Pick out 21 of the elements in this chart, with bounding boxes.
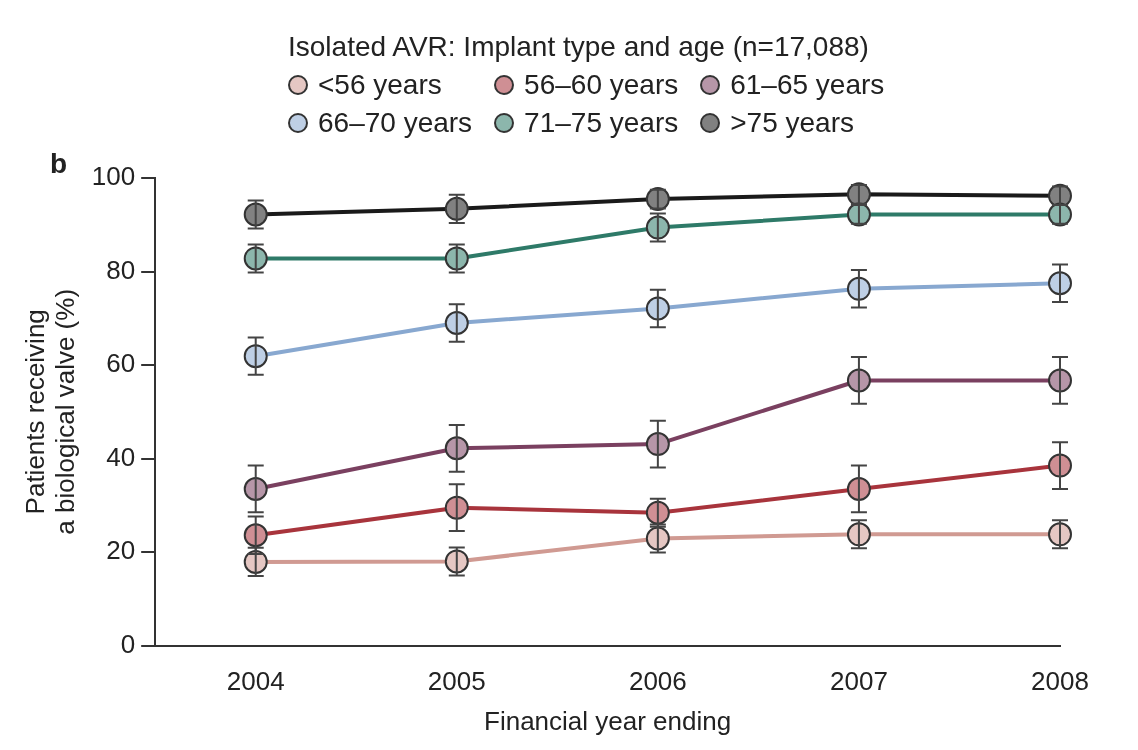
- legend-label: >75 years: [730, 106, 854, 140]
- legend-title: Isolated AVR: Implant type and age (n=17,088): [288, 30, 870, 64]
- x-tick-label: 2008: [1031, 666, 1089, 697]
- x-tick-label: 2007: [830, 666, 888, 697]
- y-tick-label: 0: [120, 628, 136, 659]
- x-tick-label: 2004: [226, 666, 285, 697]
- x-axis-title: Financial year ending: [484, 705, 732, 736]
- legend-label: <56 years: [318, 68, 442, 102]
- y-tick-label: 20: [106, 535, 136, 566]
- y-tick-label: 100: [91, 161, 136, 192]
- y-tick-label: 40: [106, 441, 136, 472]
- legend-label: 61–65 years: [730, 68, 885, 102]
- text: b: [50, 148, 68, 180]
- legend-label: 66–70 years: [318, 106, 473, 140]
- x-tick-label: 2006: [628, 666, 687, 697]
- y-tick-label: 60: [106, 348, 136, 379]
- x-tick-label: 2005: [427, 666, 486, 697]
- legend-label: 56–60 years: [524, 68, 679, 102]
- y-axis-title: Patients receiving a biological valve (%): [20, 288, 81, 535]
- y-tick-label: 80: [106, 254, 136, 285]
- legend-label: 71–75 years: [524, 106, 679, 140]
